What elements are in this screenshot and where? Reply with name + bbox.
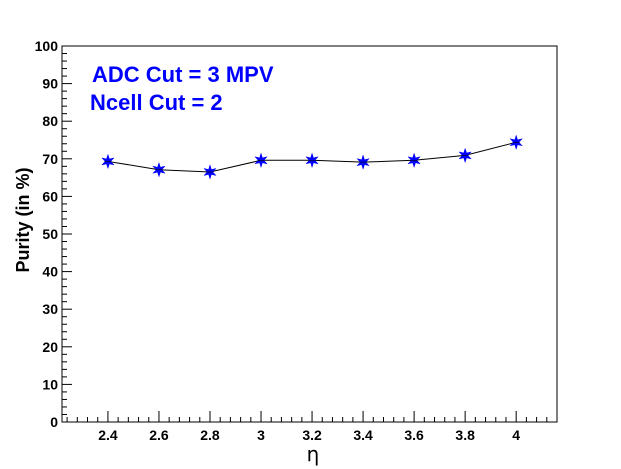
x-tick-label: 4 [512, 427, 520, 443]
annotation-adc-cut: ADC Cut = 3 MPV [92, 62, 274, 87]
y-tick-label: 70 [42, 151, 58, 167]
x-tick-label: 3.8 [455, 427, 475, 443]
x-tick-label: 2.6 [149, 427, 169, 443]
annotation-ncell-cut: Ncell Cut = 2 [90, 90, 223, 115]
y-tick-label: 10 [42, 376, 58, 392]
y-tick-label: 40 [42, 264, 58, 280]
data-series [101, 134, 523, 180]
y-tick-label: 50 [42, 226, 58, 242]
y-tick-label: 60 [42, 188, 58, 204]
x-axis-title: η [307, 442, 320, 466]
y-tick-label: 20 [42, 339, 58, 355]
x-tick-label: 2.4 [98, 427, 118, 443]
y-tick-label: 30 [42, 301, 58, 317]
y-tick-label: 80 [42, 113, 58, 129]
x-tick-label: 3.4 [353, 427, 373, 443]
x-tick-label: 3 [257, 427, 265, 443]
x-axis: 2.4 2.6 2.8 3 3.2 3.4 3.6 3.8 4 [66, 411, 558, 443]
x-tick-label: 2.8 [200, 427, 220, 443]
y-axis-title: Purity (in %) [13, 167, 33, 272]
y-tick-label: 0 [50, 414, 58, 430]
x-tick-label: 3.2 [302, 427, 322, 443]
y-axis: 0 10 20 30 40 50 60 70 80 90 100 [35, 38, 72, 430]
y-tick-label: 90 [42, 76, 58, 92]
y-tick-label: 100 [35, 38, 59, 54]
x-tick-label: 3.6 [404, 427, 424, 443]
